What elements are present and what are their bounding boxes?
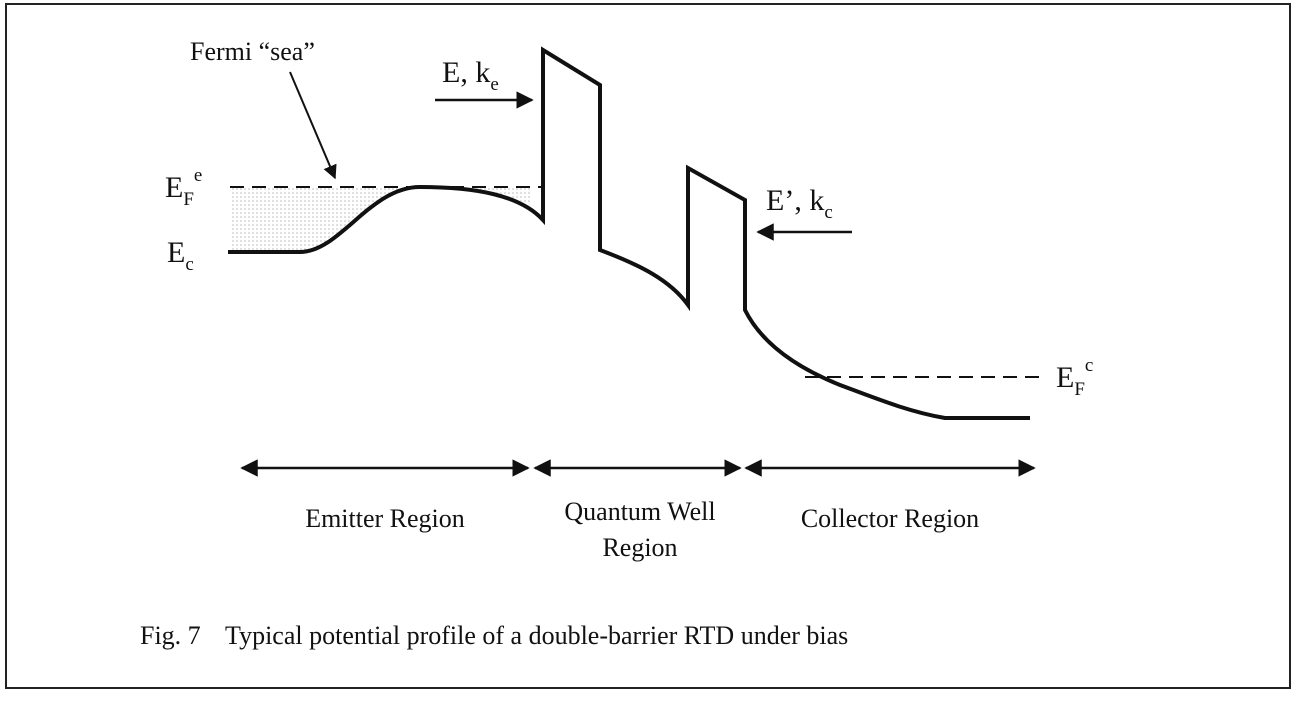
label-text: E xyxy=(167,236,185,269)
conduction-label: Ec xyxy=(167,236,194,275)
transmitted-label: E’, kc xyxy=(766,184,833,223)
label-sub: e xyxy=(490,74,498,95)
label-text: E xyxy=(1056,361,1074,394)
label-sub: c xyxy=(185,254,193,275)
incident-label: E, ke xyxy=(442,56,499,95)
collector-fermi-label: EFc xyxy=(1056,355,1093,400)
emitter-region-label: Emitter Region xyxy=(305,504,465,533)
fermi-sea-shading xyxy=(232,187,530,252)
collector-region-label: Collector Region xyxy=(801,504,979,533)
label-text: E, k xyxy=(442,56,490,89)
fermi-sea-label: Fermi “sea” xyxy=(190,37,315,66)
label-text: E’, k xyxy=(766,184,824,217)
caption-number: Fig. 7 xyxy=(140,621,201,650)
label-sup: e xyxy=(194,165,202,186)
potential-profile xyxy=(228,46,1030,420)
well-region-label: Region xyxy=(602,533,677,562)
label-sub: F xyxy=(183,189,194,210)
emitter-fermi-label: EFe xyxy=(165,165,202,210)
label-sup: c xyxy=(1085,355,1093,376)
label-text: E xyxy=(165,171,183,204)
fermi-sea-pointer xyxy=(289,71,337,180)
well-region-label: Quantum Well xyxy=(564,497,715,526)
label-sub: F xyxy=(1074,379,1085,400)
caption-text: Typical potential profile of a double-ba… xyxy=(225,621,848,650)
frame xyxy=(5,3,1291,689)
label-sub: c xyxy=(824,202,832,223)
